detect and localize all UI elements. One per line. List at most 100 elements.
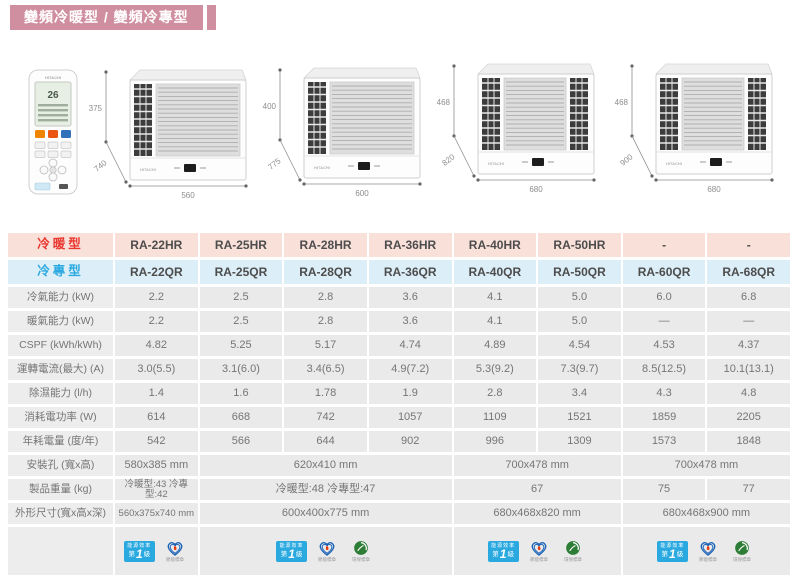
height-dimension-label: 375 [89, 104, 103, 113]
energy-grade-badge: 能源效率第 1 級 [487, 540, 519, 562]
value-cell: 1109 [453, 407, 537, 428]
value-cell: 680x468x900 mm [622, 503, 790, 524]
value-cell: 3.4(6.5) [284, 359, 367, 380]
value-cell: 5.3(9.2) [453, 359, 537, 380]
value-cell: 2.5 [199, 287, 283, 308]
heat-pump-model-cell: - [622, 233, 706, 257]
green-mark-caption: 環保標章 [352, 557, 371, 563]
value-cell: 680x468x820 mm [453, 503, 621, 524]
remote-control-image: HITACHI 26 [28, 69, 78, 195]
value-cell: 2.8 [284, 311, 367, 332]
value-cell: 5.17 [284, 335, 367, 356]
row-label: 外形尺寸(寬x高x深) [8, 503, 113, 524]
height-dimension-label: 468 [437, 98, 451, 107]
remote-brand-label: HITACHI [45, 75, 61, 80]
value-cell: 566 [199, 431, 283, 452]
value-cell: 1.6 [199, 383, 283, 404]
depth-dimension-label: 740 [92, 158, 108, 174]
remote-control-figure: HITACHI 26 [26, 68, 80, 196]
value-cell: 冷暖型:43 冷專型:42 [115, 479, 198, 500]
energy-saving-heart-icon [531, 542, 546, 556]
heat-pump-model-cell: RA-50HR [538, 233, 621, 257]
row-label-certifications [8, 527, 113, 575]
cooling-model-cell: RA-50QR [538, 260, 621, 284]
value-cell: 5.25 [199, 335, 283, 356]
ac-unit-figure-1: 375 740 560 HITACHI [84, 62, 254, 204]
depth-dimension-label: 900 [618, 152, 634, 168]
value-cell: 6.8 [707, 287, 790, 308]
width-dimension-label: 680 [707, 185, 721, 194]
value-cell: 67 [453, 479, 621, 500]
ac-unit-figure-4: 468 900 680 HITACHI [610, 56, 780, 198]
value-cell: — [622, 311, 706, 332]
value-cell: 4.53 [622, 335, 706, 356]
value-cell: 3.0(5.5) [115, 359, 198, 380]
saving-mark-caption: 節能標章 [698, 557, 717, 563]
width-dimension-label: 560 [181, 191, 195, 200]
value-cell: 620x410 mm [199, 455, 452, 476]
value-cell: 2.5 [199, 311, 283, 332]
value-cell: 5.0 [538, 287, 621, 308]
value-cell: 580x385 mm [115, 455, 198, 476]
ac-brand-label: HITACHI [314, 165, 330, 170]
value-cell: 614 [115, 407, 198, 428]
green-mark-leaf-icon [354, 541, 368, 555]
energy-saving-mark: 節能標章 [525, 539, 553, 563]
ac-unit-image: 468 820 680 HITACHI [437, 63, 596, 194]
value-cell: 4.8 [707, 383, 790, 404]
width-dimension-label: 600 [355, 189, 369, 198]
value-cell: 4.1 [453, 287, 537, 308]
row-label: 暖氣能力 (kW) [8, 311, 113, 332]
value-cell: 996 [453, 431, 537, 452]
energy-grade-badge: 能源效率第 1 級 [656, 540, 688, 562]
value-cell: 668 [199, 407, 283, 428]
ac-brand-label: HITACHI [140, 167, 156, 172]
green-mark-leaf-icon [735, 541, 749, 555]
cooling-model-cell: RA-60QR [622, 260, 706, 284]
green-mark-caption: 環保標章 [732, 557, 751, 563]
value-cell: 644 [284, 431, 367, 452]
heat-pump-model-cell: - [707, 233, 790, 257]
remote-lcd-temperature: 26 [47, 90, 59, 101]
title-banner: 變頻冷暖型 / 變頻冷專型 [10, 5, 203, 30]
row-label: CSPF (kWh/kWh) [8, 335, 113, 356]
value-cell: 542 [115, 431, 198, 452]
heat-pump-model-cell: RA-36HR [368, 233, 452, 257]
saving-mark-caption: 節能標章 [318, 557, 337, 563]
value-cell: 3.4 [538, 383, 621, 404]
ac-unit-figure-2: 400 775 600 HITACHI [258, 60, 428, 202]
heat-pump-model-cell: RA-40HR [453, 233, 537, 257]
value-cell: 3.1(6.0) [199, 359, 283, 380]
value-cell: 1057 [368, 407, 452, 428]
value-cell: 4.74 [368, 335, 452, 356]
value-cell: 5.0 [538, 311, 621, 332]
row-label: 安裝孔 (寬x高) [8, 455, 113, 476]
value-cell: 75 [622, 479, 706, 500]
page-title: 變頻冷暖型 / 變頻冷專型 [24, 9, 189, 25]
heat-pump-model-cell: RA-22HR [115, 233, 198, 257]
row-label-cooling-only-models: 冷專型 [8, 260, 113, 284]
green-mark-caption: 環保標章 [563, 557, 582, 563]
value-cell: 1.78 [284, 383, 367, 404]
energy-grade-badge: 能源效率第 1 級 [123, 540, 155, 562]
value-cell: 6.0 [622, 287, 706, 308]
value-cell: 2.8 [284, 287, 367, 308]
depth-dimension-label: 820 [440, 152, 456, 168]
row-label-heat-pump-models: 冷暖型 [8, 233, 113, 257]
energy-saving-heart-icon [700, 542, 716, 556]
row-label: 年耗電量 (度/年) [8, 431, 113, 452]
saving-mark-caption: 節能標章 [529, 557, 548, 563]
cooling-model-cell: RA-36QR [368, 260, 452, 284]
energy-saving-heart-icon [167, 542, 183, 556]
energy-saving-heart-icon [319, 542, 335, 556]
value-cell: 1309 [538, 431, 621, 452]
height-dimension-label: 400 [263, 102, 277, 111]
value-cell: 4.82 [115, 335, 198, 356]
width-dimension-label: 680 [529, 185, 543, 194]
ac-unit-image: 375 740 560 HITACHI [89, 69, 248, 200]
value-cell: 742 [284, 407, 367, 428]
row-label: 冷氣能力 (kW) [8, 287, 113, 308]
value-cell: — [707, 311, 790, 332]
value-cell: 2.2 [115, 287, 198, 308]
value-cell: 4.37 [707, 335, 790, 356]
